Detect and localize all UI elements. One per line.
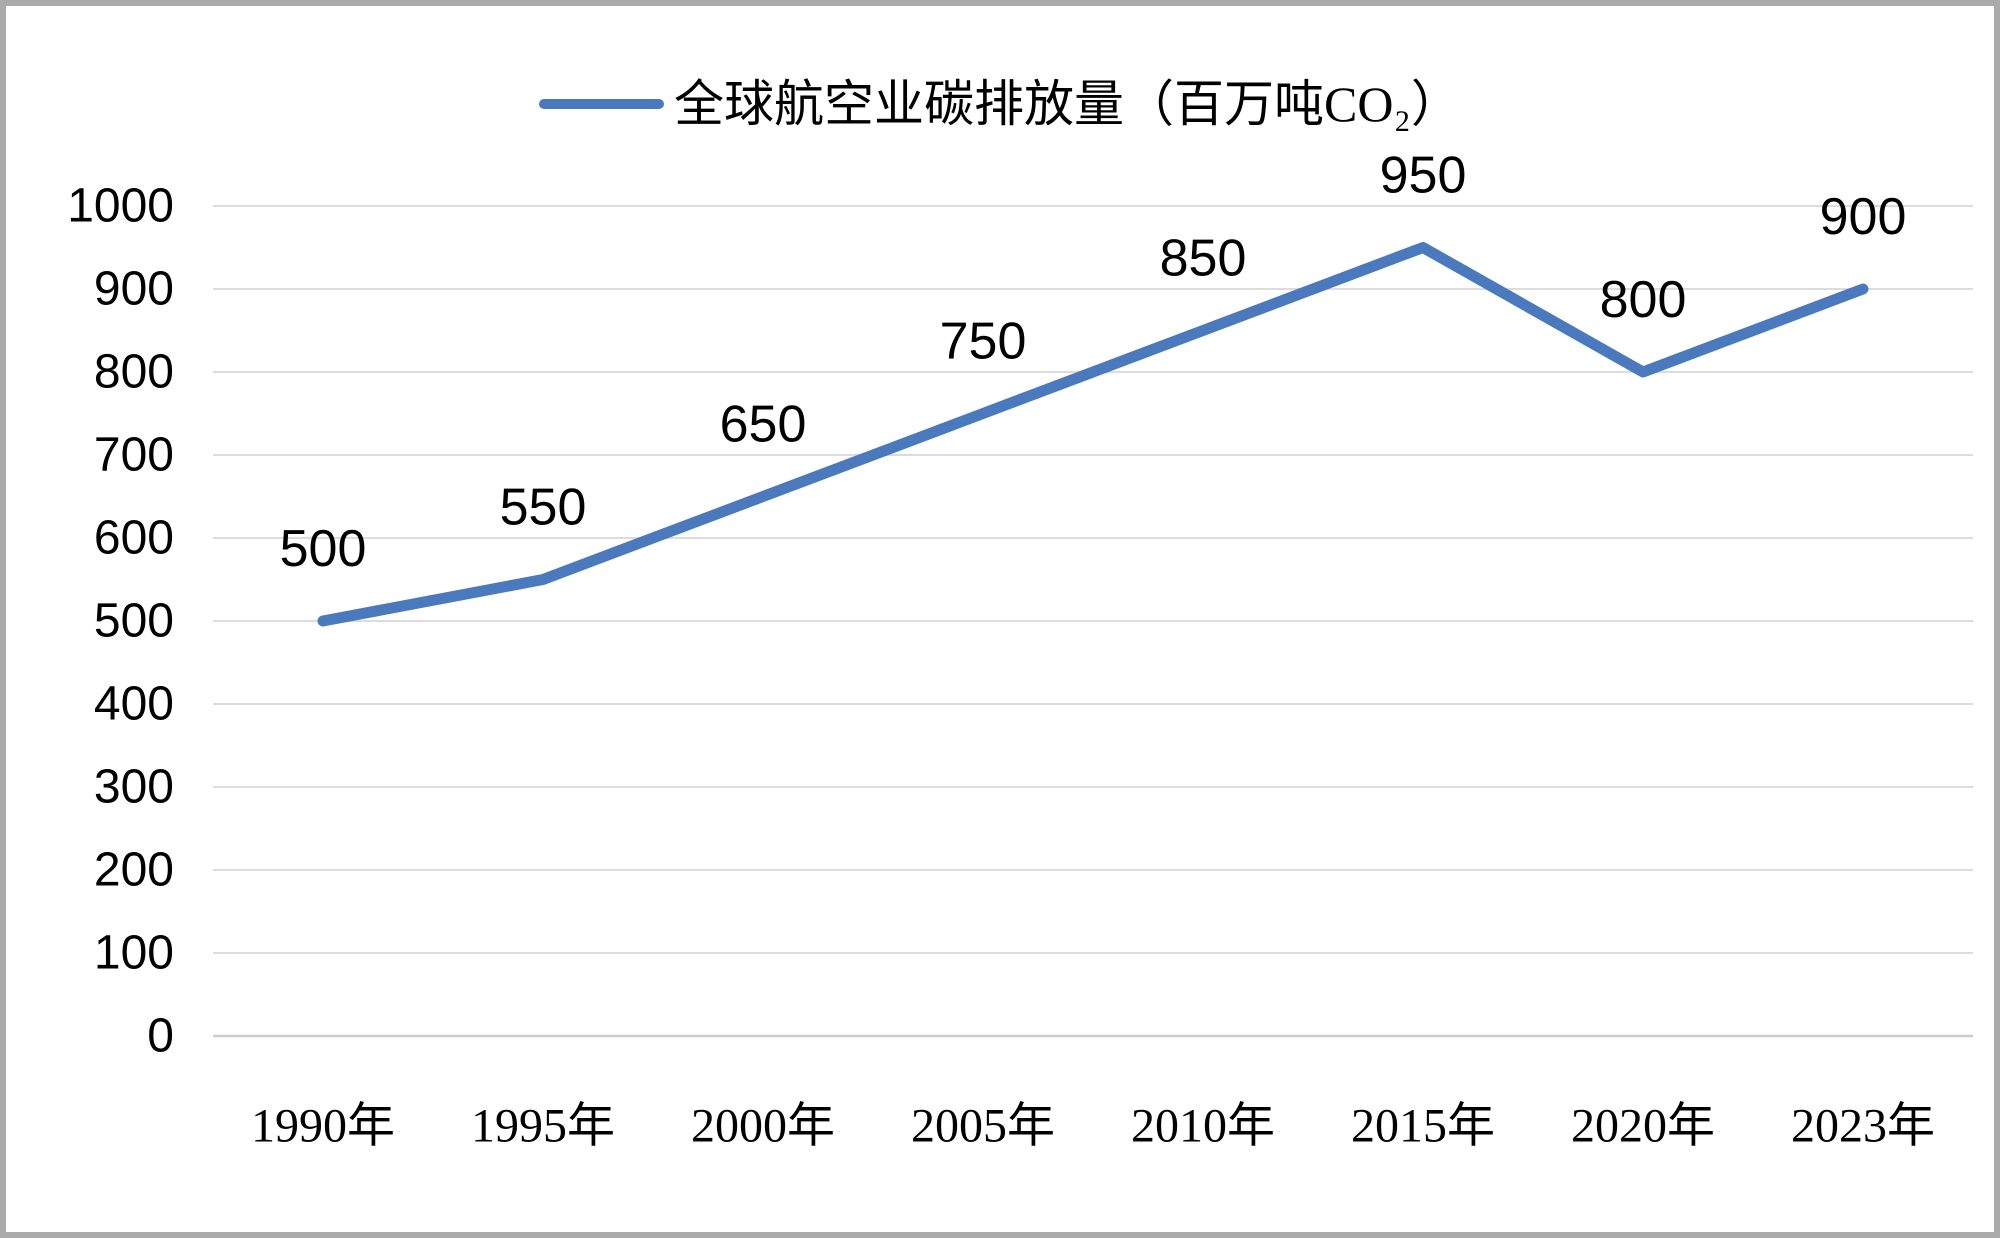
legend-series-label: 全球航空业碳排放量（百万吨CO₂） — [674, 76, 1461, 132]
chart-legend: 全球航空业碳排放量（百万吨CO₂） — [6, 74, 1994, 134]
x-axis-tick-label: 1995年 — [471, 1100, 615, 1153]
data-point-label: 500 — [280, 520, 367, 578]
data-point-label: 750 — [940, 313, 1027, 371]
data-point-label: 650 — [720, 396, 807, 454]
data-point-label: 850 — [1160, 230, 1247, 288]
x-axis-tick-label: 2023年 — [1791, 1100, 1935, 1153]
y-axis-tick-label: 300 — [94, 761, 174, 814]
y-axis-tick-label: 700 — [94, 429, 174, 482]
y-axis-tick-label: 0 — [147, 1010, 174, 1063]
x-axis-tick-label: 1990年 — [251, 1100, 395, 1153]
x-axis-tick-label: 2005年 — [911, 1100, 1055, 1153]
emissions-line — [317, 242, 1869, 627]
data-point-label: 550 — [500, 479, 587, 537]
y-axis-tick-label: 600 — [94, 512, 174, 565]
x-axis-tick-label: 2020年 — [1571, 1100, 1715, 1153]
y-axis-tick-label: 500 — [94, 595, 174, 648]
y-axis-tick-label: 400 — [94, 678, 174, 731]
y-axis-tick-label: 1000 — [67, 180, 174, 233]
x-axis-tick-label: 2015年 — [1351, 1100, 1495, 1153]
legend-line-swatch — [539, 99, 665, 109]
data-point-label: 800 — [1600, 271, 1687, 329]
line-chart: 0 100 200 300 400 500 600 700 800 900 1000 1990年 199… — [67, 147, 1973, 1153]
data-point-label: 950 — [1380, 147, 1467, 205]
x-axis-tick-label: 2000年 — [691, 1100, 835, 1153]
y-axis-tick-label: 900 — [94, 263, 174, 316]
x-axis-tick-label: 2010年 — [1131, 1100, 1275, 1153]
data-point-label: 900 — [1820, 188, 1907, 246]
y-axis-tick-label: 800 — [94, 346, 174, 399]
y-axis-tick-label: 200 — [94, 844, 174, 897]
y-axis-tick-label: 100 — [94, 927, 174, 980]
